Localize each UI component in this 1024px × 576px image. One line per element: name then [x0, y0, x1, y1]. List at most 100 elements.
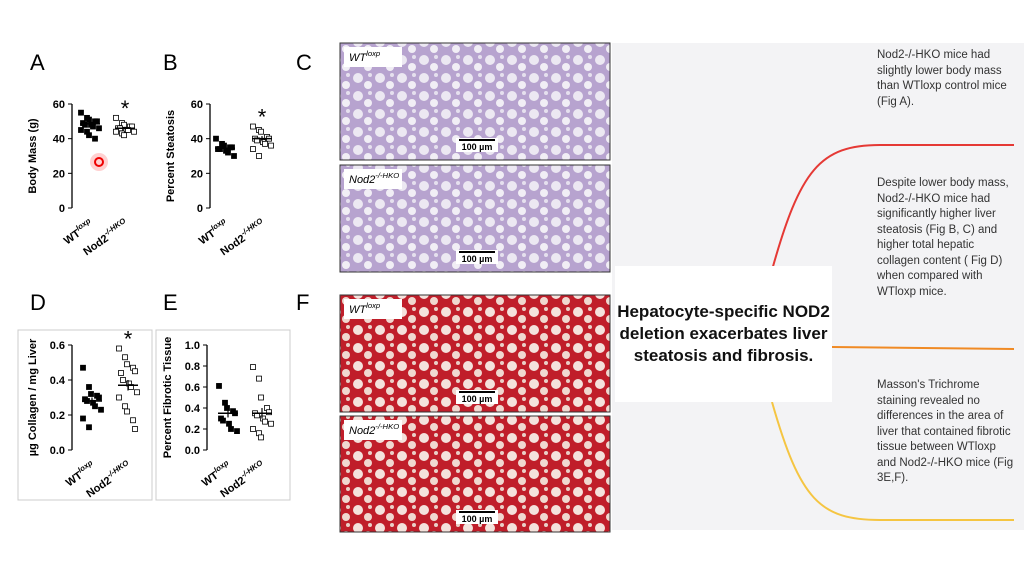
data-point: [120, 377, 126, 383]
note: Despite lower body mass, Nod2-/-HKO mice…: [877, 177, 1009, 298]
label-box: [344, 169, 402, 189]
data-point: [118, 370, 124, 376]
data-point: [268, 420, 274, 427]
scale-box: [456, 510, 498, 524]
data-point: [250, 364, 256, 370]
data-point: [80, 364, 86, 371]
data-point: [113, 128, 119, 135]
data-point: [228, 426, 234, 432]
data-point: [132, 426, 138, 432]
panel-letter: B: [163, 50, 178, 75]
data-point: [266, 409, 272, 416]
data-point: [262, 418, 268, 425]
y-tick-label: 0.6: [185, 382, 200, 394]
data-point: [225, 149, 231, 156]
label-box: [344, 299, 402, 319]
y-tick-label: 0.2: [185, 424, 200, 436]
y-tick-label: 0.0: [185, 445, 200, 457]
data-point: [229, 144, 235, 151]
y-tick-label: 0.4: [185, 403, 201, 415]
data-point: [231, 153, 237, 159]
image-label: WTloxp: [349, 49, 381, 64]
data-point: [132, 368, 138, 375]
data-point: [250, 123, 256, 130]
y-axis-label: Percent Steatosis: [165, 110, 177, 202]
data-point: [92, 135, 98, 142]
x-tick-label-sup: -/-HKO: [105, 458, 130, 479]
data-point: [116, 394, 122, 401]
connector: [831, 346, 1015, 350]
panel-letter: C: [296, 50, 312, 75]
data-point: [96, 125, 102, 132]
image-label-base: Nod2: [349, 425, 375, 437]
data-point: [256, 153, 262, 159]
label-box: [344, 47, 402, 67]
note: Masson's Trichrome staining revealed no …: [877, 379, 1014, 484]
image-label: Nod2-/-HKO: [349, 422, 399, 437]
x-tick-label-sup: loxp: [76, 458, 94, 475]
label-box: [344, 420, 402, 440]
data-point: [121, 132, 127, 139]
significance: *: [258, 105, 267, 130]
image-label: WTloxp: [349, 301, 381, 316]
data-point: [258, 434, 264, 441]
image-label: Nod2-/-HKO: [349, 171, 399, 186]
data-point: [82, 121, 88, 128]
connector: [771, 144, 1014, 271]
data-point: [78, 109, 84, 116]
image-label-base: WT: [349, 304, 367, 316]
panel-frame: [17, 329, 153, 501]
data-point: [80, 415, 86, 422]
image-label-sup: -/-HKO: [375, 422, 399, 431]
data-point: [268, 142, 274, 149]
data-point: [86, 132, 92, 139]
y-tick-label: 0.2: [50, 410, 65, 422]
y-tick-label: 20: [53, 168, 65, 180]
data-point: [258, 394, 264, 401]
data-point: [98, 406, 104, 413]
data-point: [250, 426, 256, 432]
panel-letter: D: [30, 290, 46, 315]
y-tick-label: 0.8: [185, 361, 200, 373]
y-axis-label: Percent Fibrotic Tissue: [162, 337, 174, 458]
data-point: [226, 420, 232, 427]
data-point: [256, 375, 262, 382]
data-point: [86, 384, 92, 390]
significance: *: [124, 327, 133, 352]
significance: *: [121, 96, 130, 121]
x-tick-label-sup: -/-HKO: [102, 216, 127, 237]
data-point: [254, 137, 260, 144]
data-point: [134, 389, 140, 396]
y-tick-label: 40: [53, 134, 65, 146]
scale-label: 100 µm: [462, 394, 493, 404]
data-point: [113, 114, 119, 121]
data-point: [124, 408, 130, 415]
scale-label: 100 µm: [462, 142, 493, 152]
image-label-base: WT: [349, 52, 367, 64]
image-label-sup: loxp: [366, 301, 381, 310]
data-point: [258, 128, 264, 135]
data-point: [213, 135, 219, 142]
scale-box: [456, 390, 498, 404]
data-point: [130, 417, 136, 424]
scale-box: [456, 138, 498, 152]
data-point: [131, 128, 137, 135]
x-tick-label-sup: -/-HKO: [239, 458, 264, 479]
image-label-base: Nod2: [349, 174, 375, 186]
connector: [771, 401, 1014, 521]
note: Nod2-/-HKO mice had slightly lower body …: [877, 49, 1007, 108]
data-point: [250, 146, 256, 152]
data-point: [96, 394, 102, 401]
data-point: [122, 354, 128, 361]
data-point: [217, 146, 223, 152]
data-point: [86, 424, 92, 431]
image-label-sup: -/-HKO: [375, 171, 399, 180]
data-point: [216, 383, 222, 389]
data-point: [86, 116, 92, 123]
data-point: [94, 118, 100, 125]
data-point: [90, 123, 96, 130]
data-point: [224, 405, 230, 411]
image-label-sup: loxp: [366, 49, 381, 58]
